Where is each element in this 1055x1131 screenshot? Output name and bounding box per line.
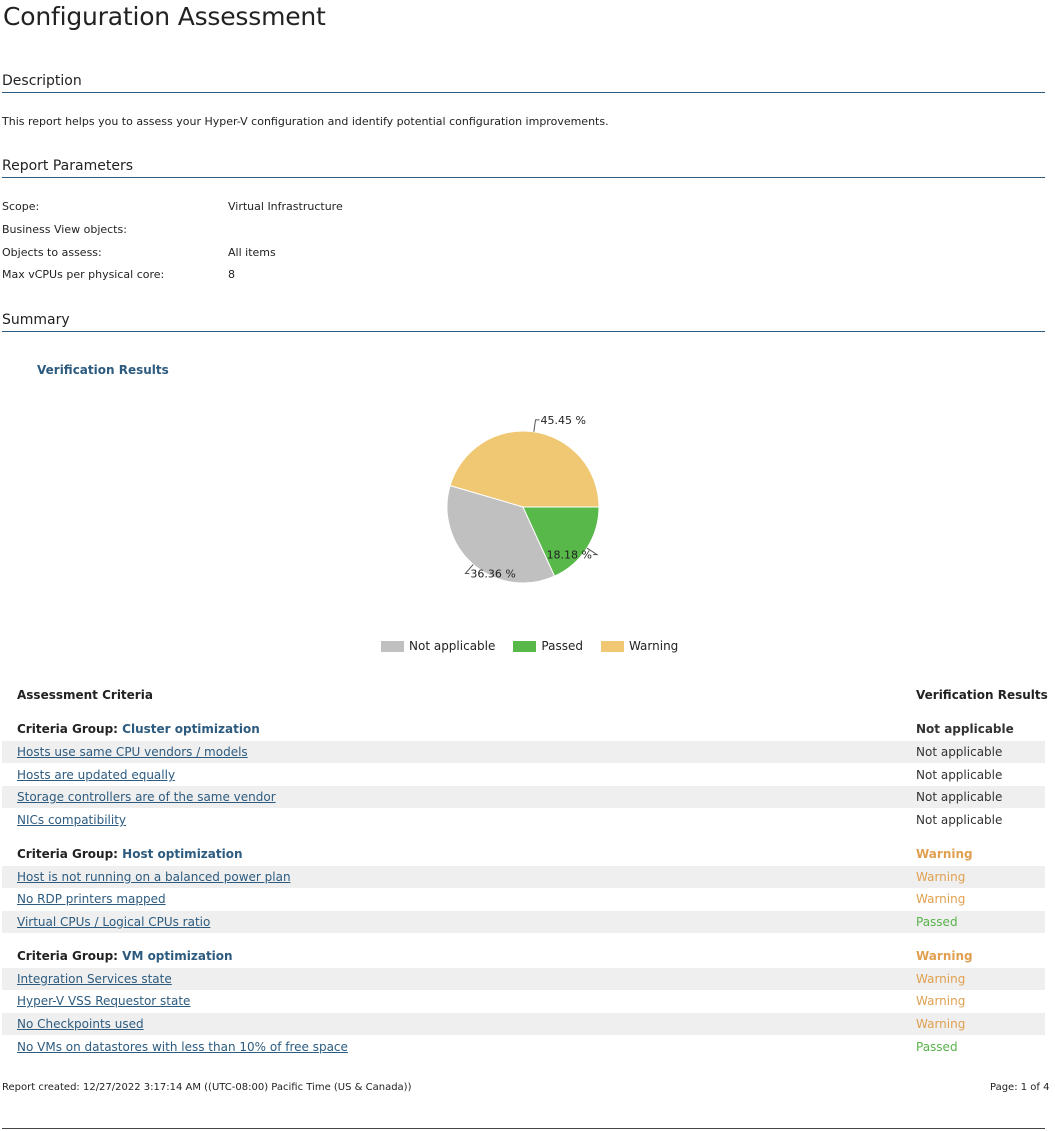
description-text: This report helps you to assess your Hyp…: [2, 115, 609, 128]
group-name-vm: VM optimization: [122, 949, 233, 963]
table-row: No VMs on datastores with less than 10% …: [2, 1036, 1045, 1058]
criteria-link[interactable]: Hosts are updated equally: [17, 768, 176, 782]
legend-swatch-passed: [513, 640, 537, 652]
criteria-status: Not applicable: [916, 745, 1003, 759]
criteria-link[interactable]: No VMs on datastores with less than 10% …: [17, 1040, 348, 1054]
criteria-status: Warning: [916, 1017, 966, 1031]
criteria-link[interactable]: No RDP printers mapped: [17, 892, 166, 906]
group-label: Criteria Group: Cluster optimization: [17, 722, 260, 736]
param-value-objects: All items: [228, 246, 276, 259]
table-row: No RDP printers mapped Warning: [2, 888, 1045, 910]
criteria-status: Warning: [916, 972, 966, 986]
legend-swatch-not-applicable: [381, 640, 404, 652]
criteria-status: Not applicable: [916, 768, 1003, 782]
chart-legend: Not applicable Passed Warning: [381, 639, 696, 653]
table-row: Integration Services state Warning: [2, 968, 1045, 990]
legend-label-not-applicable: Not applicable: [409, 639, 496, 653]
table-row: Hosts are updated equally Not applicable: [2, 764, 1045, 786]
table-row: Hyper-V VSS Requestor state Warning: [2, 990, 1045, 1012]
legend-item-passed: Passed: [513, 639, 583, 653]
pie-slice-warning: [449, 430, 600, 508]
group-status-host: Warning: [916, 847, 973, 861]
legend-item-not-applicable: Not applicable: [381, 639, 495, 653]
criteria-status: Warning: [916, 994, 966, 1008]
param-label-business-view: Business View objects:: [2, 223, 127, 236]
table-row: Storage controllers are of the same vend…: [2, 786, 1045, 808]
description-heading: Description: [2, 73, 1045, 93]
criteria-status: Not applicable: [916, 790, 1003, 804]
group-row-host: Criteria Group: Host optimization Warnin…: [2, 843, 1045, 865]
col-header-results: Verification Results: [916, 688, 1048, 702]
criteria-link[interactable]: NICs compatibility: [17, 813, 127, 827]
report-created: Report created: 12/27/2022 3:17:14 AM ((…: [2, 1082, 412, 1093]
criteria-status: Passed: [916, 1040, 958, 1054]
pie-chart: 45.45 % 36.36 % 18.18 %: [446, 414, 600, 584]
table-row: NICs compatibility Not applicable: [2, 809, 1045, 831]
table-row: Hosts use same CPU vendors / models Not …: [2, 741, 1045, 763]
criteria-status: Not applicable: [916, 813, 1003, 827]
pie-data-label: 18.18 %: [547, 549, 592, 562]
pie-data-label: 36.36 %: [470, 568, 515, 581]
group-name-cluster: Cluster optimization: [122, 722, 260, 736]
group-prefix: Criteria Group:: [17, 949, 118, 963]
group-label: Criteria Group: VM optimization: [17, 949, 233, 963]
criteria-status: Passed: [916, 915, 958, 929]
criteria-link[interactable]: Virtual CPUs / Logical CPUs ratio: [17, 915, 211, 929]
group-name-host: Host optimization: [122, 847, 243, 861]
summary-heading: Summary: [2, 312, 1045, 332]
criteria-status: Warning: [916, 870, 966, 884]
chart-title: Verification Results: [37, 363, 169, 377]
criteria-link[interactable]: Hyper-V VSS Requestor state: [17, 994, 191, 1008]
pie-leader-line: [464, 564, 474, 575]
group-prefix: Criteria Group:: [17, 722, 118, 736]
footer-divider: [2, 1128, 1045, 1129]
criteria-link[interactable]: Integration Services state: [17, 972, 172, 986]
table-row: No Checkpoints used Warning: [2, 1013, 1045, 1035]
legend-swatch-warning: [600, 640, 624, 652]
page-title: Configuration Assessment: [3, 2, 326, 31]
group-row-cluster: Criteria Group: Cluster optimization Not…: [2, 718, 1045, 740]
param-label-objects: Objects to assess:: [2, 246, 102, 259]
group-status-cluster: Not applicable: [916, 722, 1014, 736]
param-value-max-vcpus: 8: [228, 268, 235, 281]
legend-label-warning: Warning: [628, 639, 679, 653]
legend-item-warning: Warning: [600, 639, 679, 653]
legend-label-passed: Passed: [541, 639, 583, 653]
group-prefix: Criteria Group:: [17, 847, 118, 861]
param-label-max-vcpus: Max vCPUs per physical core:: [2, 268, 165, 281]
page-indicator: Page: 1 of 4: [990, 1082, 1050, 1093]
group-status-vm: Warning: [916, 949, 973, 963]
param-value-scope: Virtual Infrastructure: [228, 200, 343, 213]
criteria-link[interactable]: Hosts use same CPU vendors / models: [17, 745, 248, 759]
criteria-link[interactable]: No Checkpoints used: [17, 1017, 144, 1031]
pie-leader-line: [586, 547, 599, 556]
table-row: Virtual CPUs / Logical CPUs ratio Passed: [2, 911, 1045, 933]
report-parameters-heading: Report Parameters: [2, 158, 1045, 178]
group-row-vm: Criteria Group: VM optimization Warning: [2, 945, 1045, 967]
param-label-scope: Scope:: [2, 200, 40, 213]
criteria-link[interactable]: Host is not running on a balanced power …: [17, 870, 291, 884]
pie-leader-line: [533, 419, 540, 432]
criteria-status: Warning: [916, 892, 966, 906]
table-row: Host is not running on a balanced power …: [2, 866, 1045, 888]
pie-data-label: 45.45 %: [541, 414, 586, 427]
criteria-link[interactable]: Storage controllers are of the same vend…: [17, 790, 276, 804]
group-label: Criteria Group: Host optimization: [17, 847, 243, 861]
pie-slice-not-applicable: [446, 484, 556, 584]
col-header-criteria: Assessment Criteria: [17, 688, 153, 702]
